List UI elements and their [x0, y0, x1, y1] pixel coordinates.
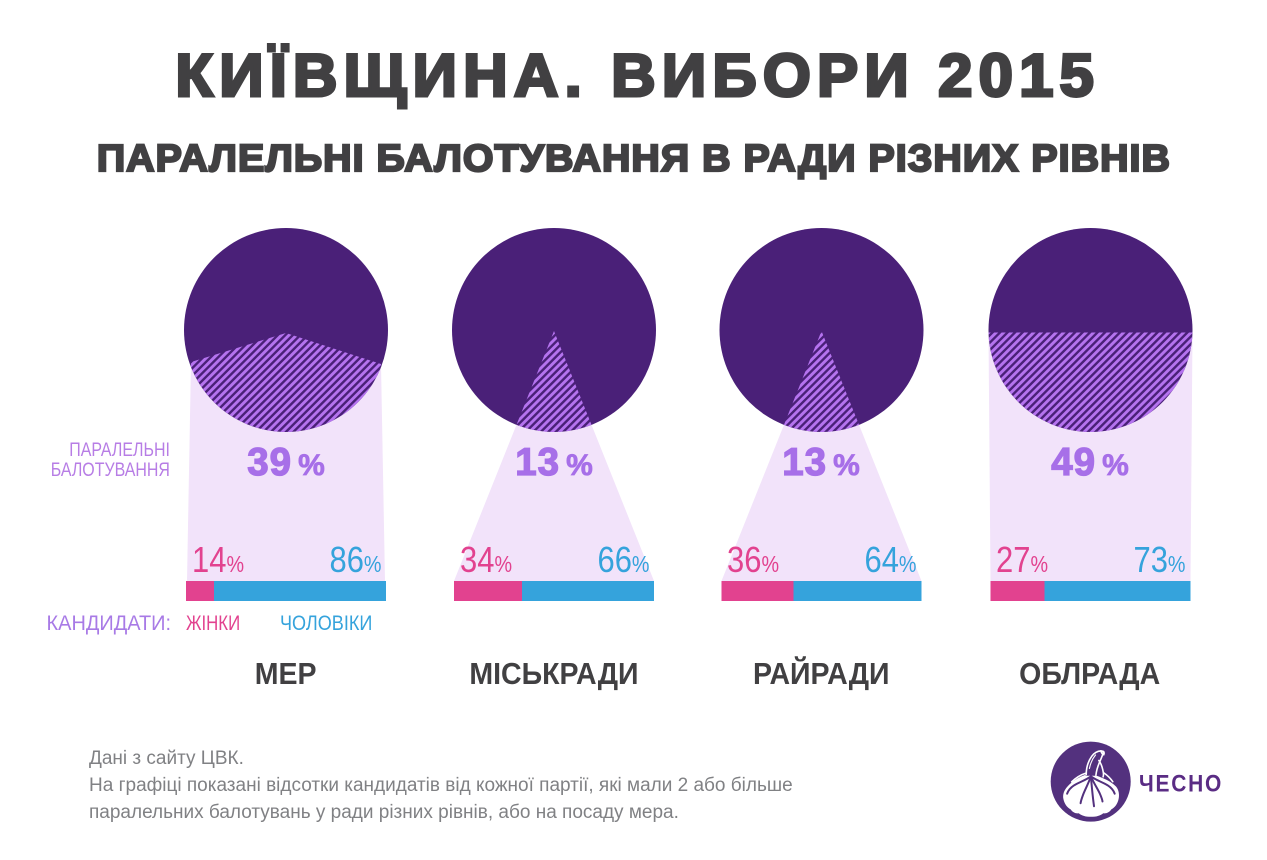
svg-text:ЧЕСНО: ЧЕСНО [1139, 771, 1223, 798]
